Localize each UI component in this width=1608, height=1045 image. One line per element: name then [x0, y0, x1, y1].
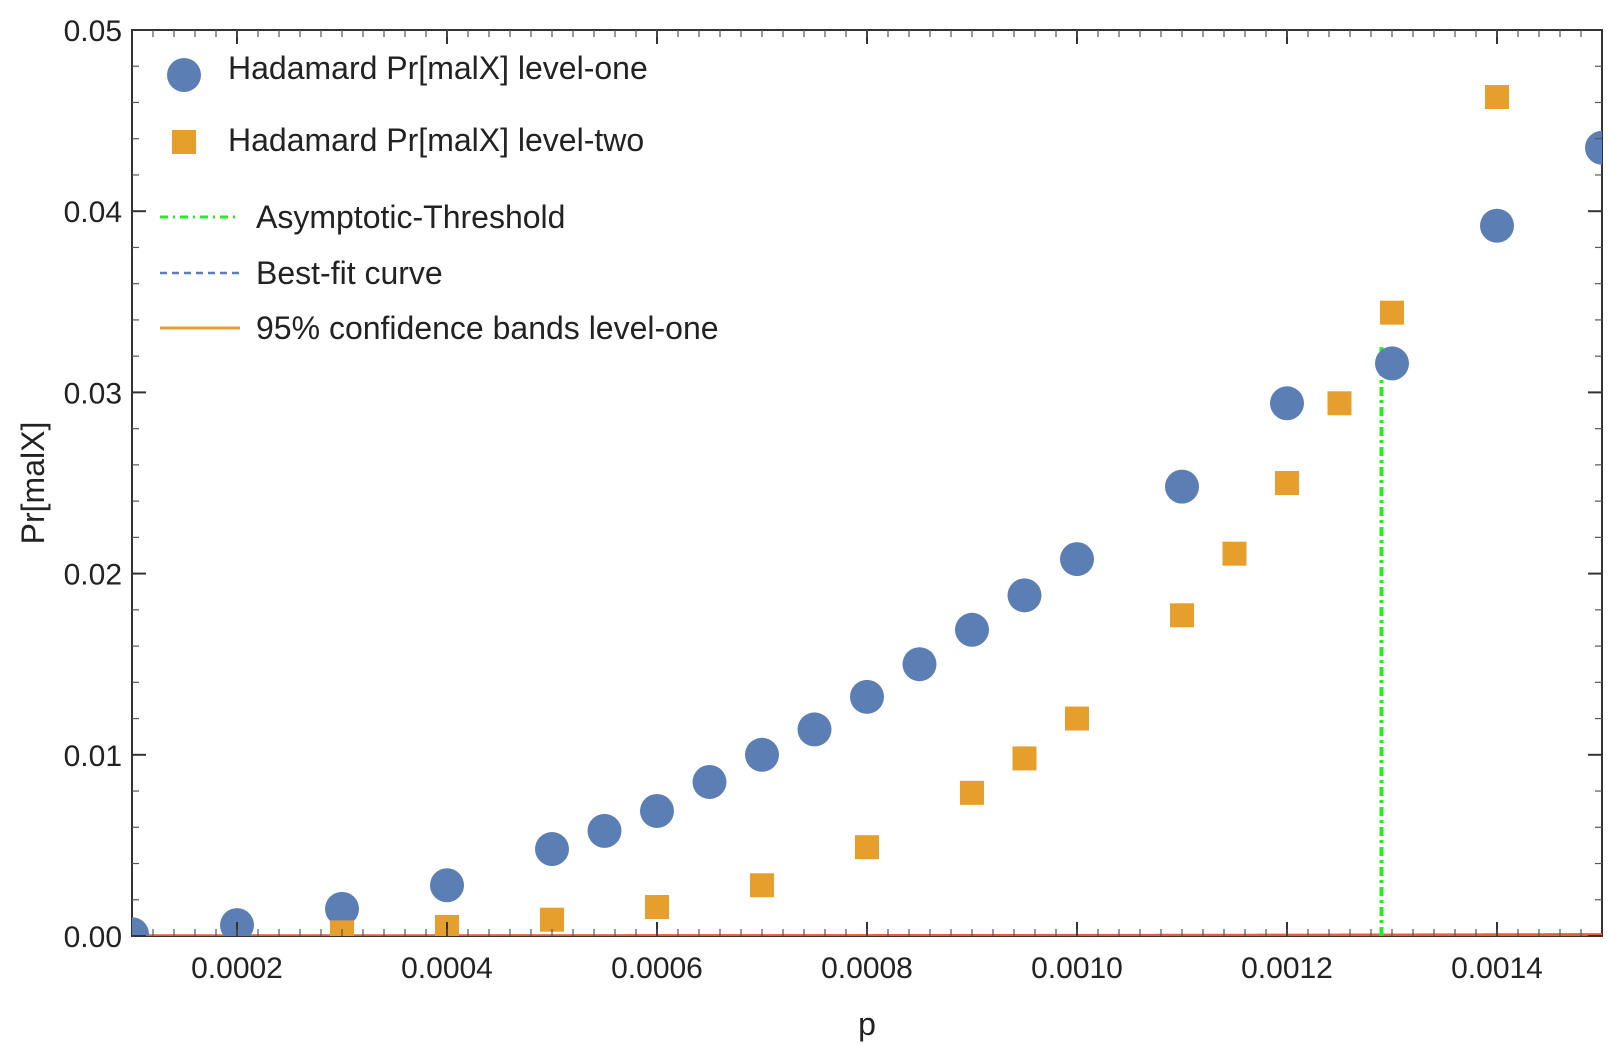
level-two-point — [750, 873, 774, 898]
legend-square-marker — [172, 130, 196, 154]
level-two-point — [1065, 706, 1089, 731]
level-two-point — [645, 895, 669, 920]
level-two-point — [1327, 391, 1352, 416]
level-one-point — [1375, 346, 1409, 381]
level-one-point — [1585, 130, 1602, 165]
level-one-point — [955, 612, 989, 647]
level-two-point — [960, 780, 984, 805]
level-one-point — [1165, 469, 1199, 504]
level-two-point — [1485, 85, 1509, 110]
level-one-point — [535, 832, 569, 867]
legend-label-level-two: Hadamard Pr[malX] level-two — [228, 122, 644, 158]
y-axis-title: Pr[malX] — [15, 422, 51, 545]
y-tick-label: 0.05 — [64, 15, 122, 48]
level-one-point — [797, 712, 832, 747]
x-tick-label: 0.0010 — [1031, 952, 1123, 985]
level-one-point — [1060, 542, 1094, 577]
x-tick-label: 0.0006 — [611, 952, 703, 985]
level-two-point — [1380, 300, 1404, 325]
level-one-point — [430, 868, 464, 903]
x-axis-title: p — [858, 1006, 876, 1042]
level-one-point — [850, 679, 884, 714]
axes-layer: 0.0002 0.0004 0.0006 0.0008 0.0010 0.0012 0.00… — [64, 15, 1602, 985]
level-one-point — [1007, 578, 1042, 613]
x-tick-label: 0.0008 — [821, 952, 913, 985]
level-two-point — [1275, 471, 1299, 495]
level-one-point — [1270, 386, 1304, 421]
level-two-point — [330, 920, 354, 936]
level-one-point — [640, 793, 674, 828]
y-tick-label: 0.03 — [64, 377, 122, 410]
x-tick-label: 0.0002 — [191, 952, 283, 985]
level-one-point — [692, 764, 727, 799]
y-tick-label: 0.04 — [64, 196, 122, 229]
level-two-point — [855, 835, 879, 860]
level-two-point — [1012, 746, 1037, 771]
legend: Hadamard Pr[malX] level-one Hadamard Pr[… — [160, 50, 719, 346]
x-tick-label: 0.0014 — [1451, 952, 1543, 985]
legend-label-best-fit: Best-fit curve — [256, 255, 443, 291]
level-one-point — [1480, 208, 1514, 243]
legend-label-threshold: Asymptotic-Threshold — [256, 199, 565, 235]
level-two-point — [1222, 541, 1247, 566]
legend-label-confidence-bands: 95% confidence bands level-one — [256, 310, 719, 346]
level-one-point — [325, 891, 359, 926]
x-tick-label: 0.0012 — [1241, 952, 1333, 985]
level-two-point — [1170, 603, 1194, 628]
level-one-point — [587, 813, 622, 848]
level-one-point — [132, 917, 149, 936]
level-one-point — [745, 737, 779, 772]
y-tick-label: 0.01 — [64, 740, 122, 773]
level-two-point — [540, 907, 564, 932]
y-tick-label: 0.00 — [64, 921, 122, 954]
legend-label-level-one: Hadamard Pr[malX] level-one — [228, 50, 648, 86]
y-tick-label: 0.02 — [64, 559, 122, 592]
x-tick-label: 0.0004 — [401, 952, 493, 985]
level-one-point — [902, 647, 937, 682]
legend-circle-marker — [167, 58, 201, 92]
